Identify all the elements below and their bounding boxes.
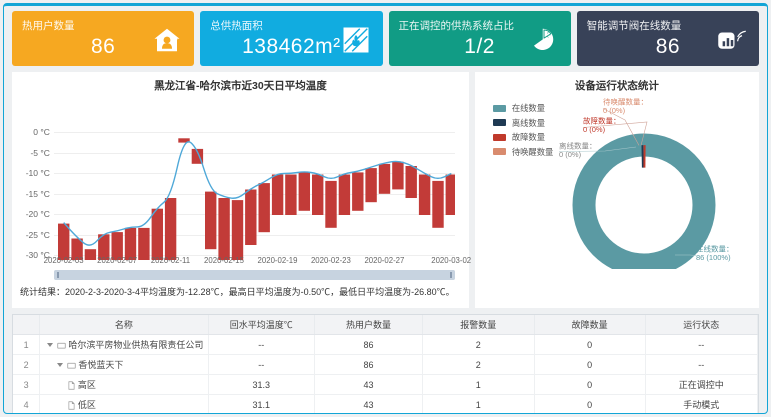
svg-text:0 (0%): 0 (0%) — [583, 125, 606, 134]
svg-text:0 (0%): 0 (0%) — [559, 150, 582, 159]
svg-text:待唤醒数量：: 待唤醒数量： — [603, 97, 648, 107]
svg-text:0 (0%): 0 (0%) — [603, 106, 626, 115]
svg-text:离线数量：: 离线数量： — [559, 141, 597, 151]
svg-text:86 (100%): 86 (100%) — [696, 253, 731, 262]
svg-text:故障数量：: 故障数量： — [583, 116, 621, 126]
svg-text:在线数量：: 在线数量： — [696, 244, 734, 254]
